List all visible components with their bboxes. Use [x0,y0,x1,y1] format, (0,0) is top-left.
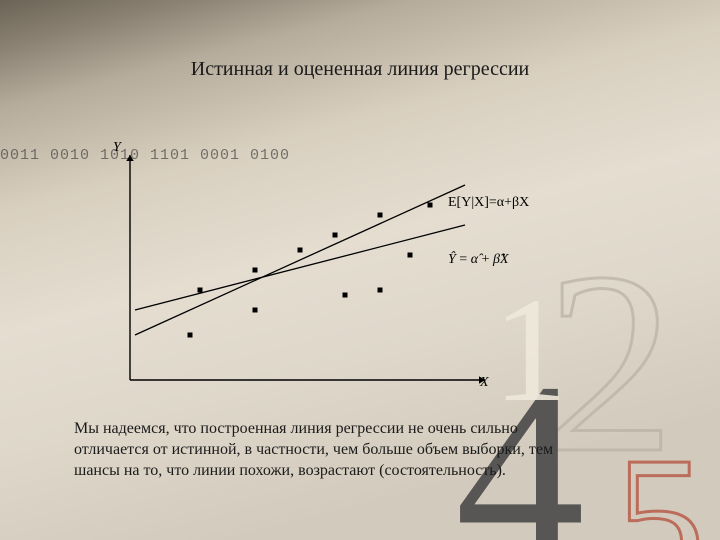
data-point [298,248,303,253]
body-paragraph: Мы надеемся, что построенная линия регре… [74,418,554,481]
equation-true: E[Y|X]=α+βX [448,195,529,211]
data-point [343,293,348,298]
estimated-regression-line [135,225,465,310]
slide-title: Истинная и оцененная линия регрессии [0,58,720,81]
data-point [428,203,433,208]
data-point [188,333,193,338]
eq-true-text: E[Y|X]=α+βX [448,195,529,210]
svg-text:1: 1 [493,267,568,433]
svg-text:5: 5 [615,420,705,540]
data-point [253,308,258,313]
data-point [198,288,203,293]
data-point [378,213,383,218]
equation-estimated: Ŷ = α̂ + β̂X [448,252,509,268]
slide: 0011 0010 1010 1101 0001 0100 2415 Истин… [0,0,720,540]
x-axis-label: X [480,375,489,391]
data-point [408,253,413,258]
data-point [333,233,338,238]
y-axis-label: Y [113,140,121,156]
data-point [253,268,258,273]
true-regression-line [135,185,465,335]
data-point [378,288,383,293]
regression-chart [100,140,500,395]
